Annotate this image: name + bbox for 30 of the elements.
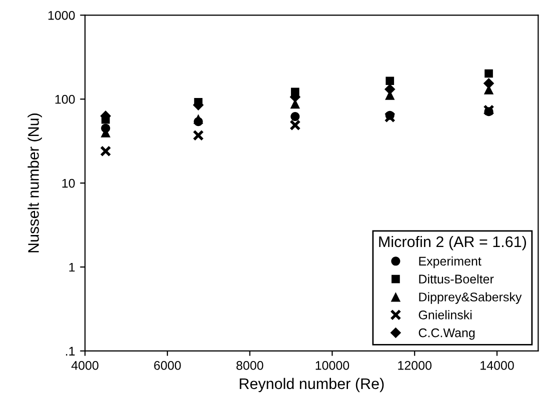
x-tick-label: 8000	[236, 361, 264, 370]
point	[193, 114, 204, 124]
point	[484, 69, 493, 78]
legend-label: C.C.Wang	[418, 328, 475, 340]
point	[384, 84, 396, 95]
y-tick-label: 1	[69, 262, 75, 272]
x-tick-label: 14000	[480, 361, 514, 370]
y-tick-label: 10	[62, 178, 75, 188]
point	[483, 104, 494, 116]
legend-label: Dipprey&Sabersky	[419, 292, 522, 304]
x-tick-label: 12000	[398, 361, 432, 370]
point	[384, 112, 396, 123]
y-tick-label: 100	[55, 94, 75, 104]
point	[100, 146, 112, 157]
x-tick-label: 10000	[316, 361, 350, 370]
legend-label: Dittus-Boelter	[419, 274, 494, 284]
x-tick-label: 4000	[71, 361, 98, 370]
legend-label: Gnielinski	[418, 310, 472, 320]
legend-title: Microfin 2 (AR = 1.61)	[379, 236, 526, 250]
point	[386, 76, 394, 86]
y-tick-label: .1	[66, 346, 75, 356]
point	[290, 112, 300, 122]
y-tick-label: 1000	[48, 10, 75, 20]
point	[483, 78, 494, 89]
point	[192, 130, 204, 141]
legend-label: Experiment	[419, 256, 482, 268]
x-tick-label: 6000	[154, 361, 181, 370]
point	[290, 120, 301, 131]
x-axis-title: Reynold number (Re)	[240, 378, 384, 392]
y-axis-title: Nusselt number (Nu)	[28, 114, 42, 252]
